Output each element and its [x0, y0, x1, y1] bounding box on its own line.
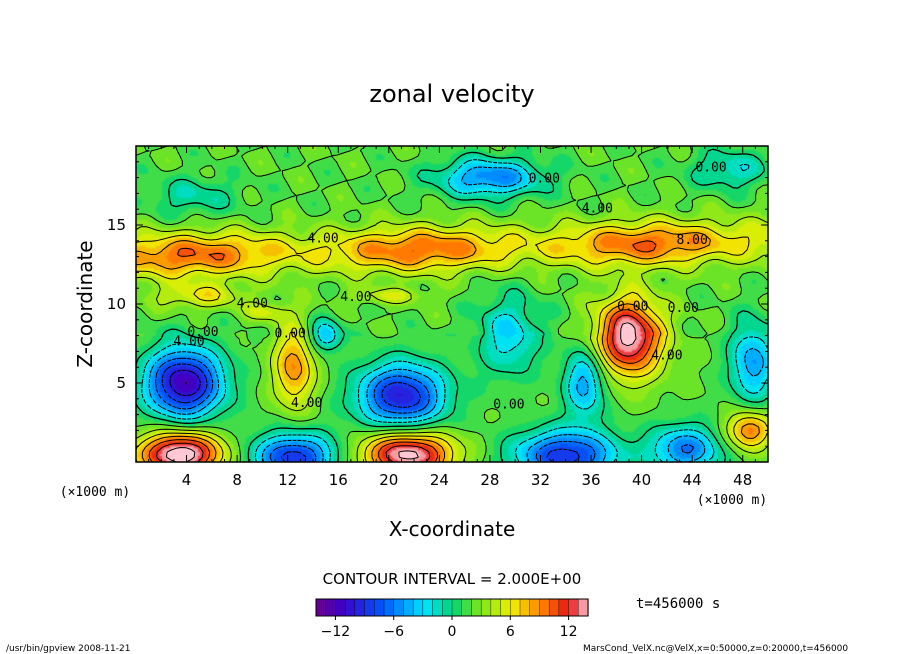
colorbar-bin — [325, 598, 337, 617]
y-tick-label: 10 — [107, 295, 126, 313]
contour-level-8 — [135, 230, 760, 463]
contour-label: 0.00 — [493, 398, 524, 413]
contour-label: 4.00 — [237, 296, 268, 311]
x-tick-label: 48 — [733, 471, 752, 489]
colorbar-tick-label: −6 — [383, 624, 404, 640]
contour-label: 4.00 — [582, 202, 613, 217]
colorbar-bin — [500, 598, 511, 617]
contour-label: 4.00 — [173, 334, 204, 349]
x-tick-label: 16 — [329, 471, 348, 489]
contour-level-0 — [135, 148, 769, 463]
x-axis-ticks: 4 8 12 16 20 24 28 32 36 40 44 48 — [148, 146, 756, 489]
y-axis-ticks: 5 10 15 — [107, 161, 768, 447]
contour-label: 4.00 — [651, 349, 682, 364]
x-tick-label: 28 — [480, 471, 499, 489]
contour-label: 4.00 — [307, 232, 338, 247]
colorbar-bin — [510, 598, 521, 617]
contour-label: 8.00 — [677, 233, 708, 248]
colorbar-tick-label: 0 — [448, 624, 457, 640]
y-tick-label: 5 — [116, 374, 126, 392]
contour-level-neg4 — [148, 166, 764, 463]
x-tick-label: 44 — [683, 471, 702, 489]
colorbar-bin — [539, 598, 550, 617]
x-tick-label: 4 — [182, 471, 192, 489]
colorbar-tick-label: 12 — [560, 624, 578, 640]
contour-label: 0.00 — [668, 301, 699, 316]
x-unit-label-left: (×1000 m) — [60, 485, 130, 500]
contour-level-2 — [135, 145, 769, 463]
colorbar-bin — [558, 598, 570, 617]
colorbar-bin — [548, 598, 560, 617]
y-axis-label: Z-coordinate — [73, 240, 97, 367]
contour-label: 0.00 — [695, 161, 726, 176]
colorbar-bin — [354, 598, 366, 617]
colorbar-bin — [403, 598, 414, 617]
colorbar-ticks: −12 −6 0 6 12 — [321, 616, 578, 640]
x-tick-label: 36 — [581, 471, 600, 489]
colorbar-bin — [432, 598, 443, 617]
contour-label: 4.00 — [340, 290, 371, 305]
contour-labels: 0.000.004.004.00 8.004.004.00 0.00 0.000.00… — [173, 161, 726, 413]
contour-level-neg6 — [155, 175, 694, 463]
colorbar-bin — [451, 598, 463, 617]
x-tick-label: 40 — [632, 471, 651, 489]
colorbar-bin — [374, 598, 385, 617]
colorbar-bin — [519, 598, 531, 617]
colorbar — [315, 598, 589, 617]
colorbar-bin — [529, 598, 541, 617]
colorbar-bin — [412, 598, 424, 617]
contour-level-neg8 — [161, 363, 580, 463]
contour-level-neg12 — [184, 381, 188, 384]
colorbar-bin — [344, 598, 356, 617]
footer-left: /usr/bin/gpview 2008-11-21 — [6, 644, 130, 654]
colorbar-bin — [393, 598, 405, 617]
contour-level-10 — [148, 240, 657, 463]
contour-level-4 — [135, 213, 769, 463]
contour-label: 0.00 — [275, 326, 306, 341]
x-tick-label: 24 — [430, 471, 449, 489]
colorbar-bin — [383, 598, 395, 617]
time-label: t=456000 s — [636, 596, 720, 612]
x-tick-label: 32 — [531, 471, 550, 489]
colorbar-bin — [480, 598, 492, 617]
x-tick-label: 20 — [379, 471, 398, 489]
colorbar-bin — [490, 598, 502, 617]
contour-level-14 — [165, 322, 637, 463]
x-tick-label: 12 — [278, 471, 297, 489]
contour-level-neg10 — [169, 369, 201, 397]
contour-level-neg2 — [141, 159, 769, 463]
colorbar-bin — [568, 598, 579, 617]
footer-right: MarsCond_VelX.nc@VelX,x=0:50000,z=0:2000… — [583, 644, 848, 654]
colorbar-bin — [364, 598, 375, 617]
colorbar-tick-label: −12 — [321, 624, 351, 640]
x-tick-label: 8 — [232, 471, 242, 489]
contour-label: 0.00 — [187, 325, 218, 340]
colorbar-tick-label: 6 — [506, 624, 515, 640]
x-unit-label-right: (×1000 m) — [697, 493, 767, 508]
colorbar-bin — [471, 598, 482, 617]
colorbar-bin — [335, 598, 346, 617]
colorbar-bin — [578, 598, 589, 617]
x-axis-label: X-coordinate — [389, 517, 516, 541]
colorbar-bin — [422, 598, 434, 617]
contour-label: 0.00 — [529, 172, 560, 187]
colorbar-bin — [461, 598, 473, 617]
contour-label: 0.00 — [617, 300, 648, 315]
colorbar-bin — [315, 598, 327, 617]
chart-title: zonal velocity — [369, 80, 534, 108]
contour-interval-text: CONTOUR INTERVAL = 2.000E+00 — [323, 570, 582, 588]
colorbar-bin — [442, 598, 453, 617]
contour-label: 4.00 — [291, 396, 322, 411]
y-tick-label: 15 — [107, 216, 126, 234]
